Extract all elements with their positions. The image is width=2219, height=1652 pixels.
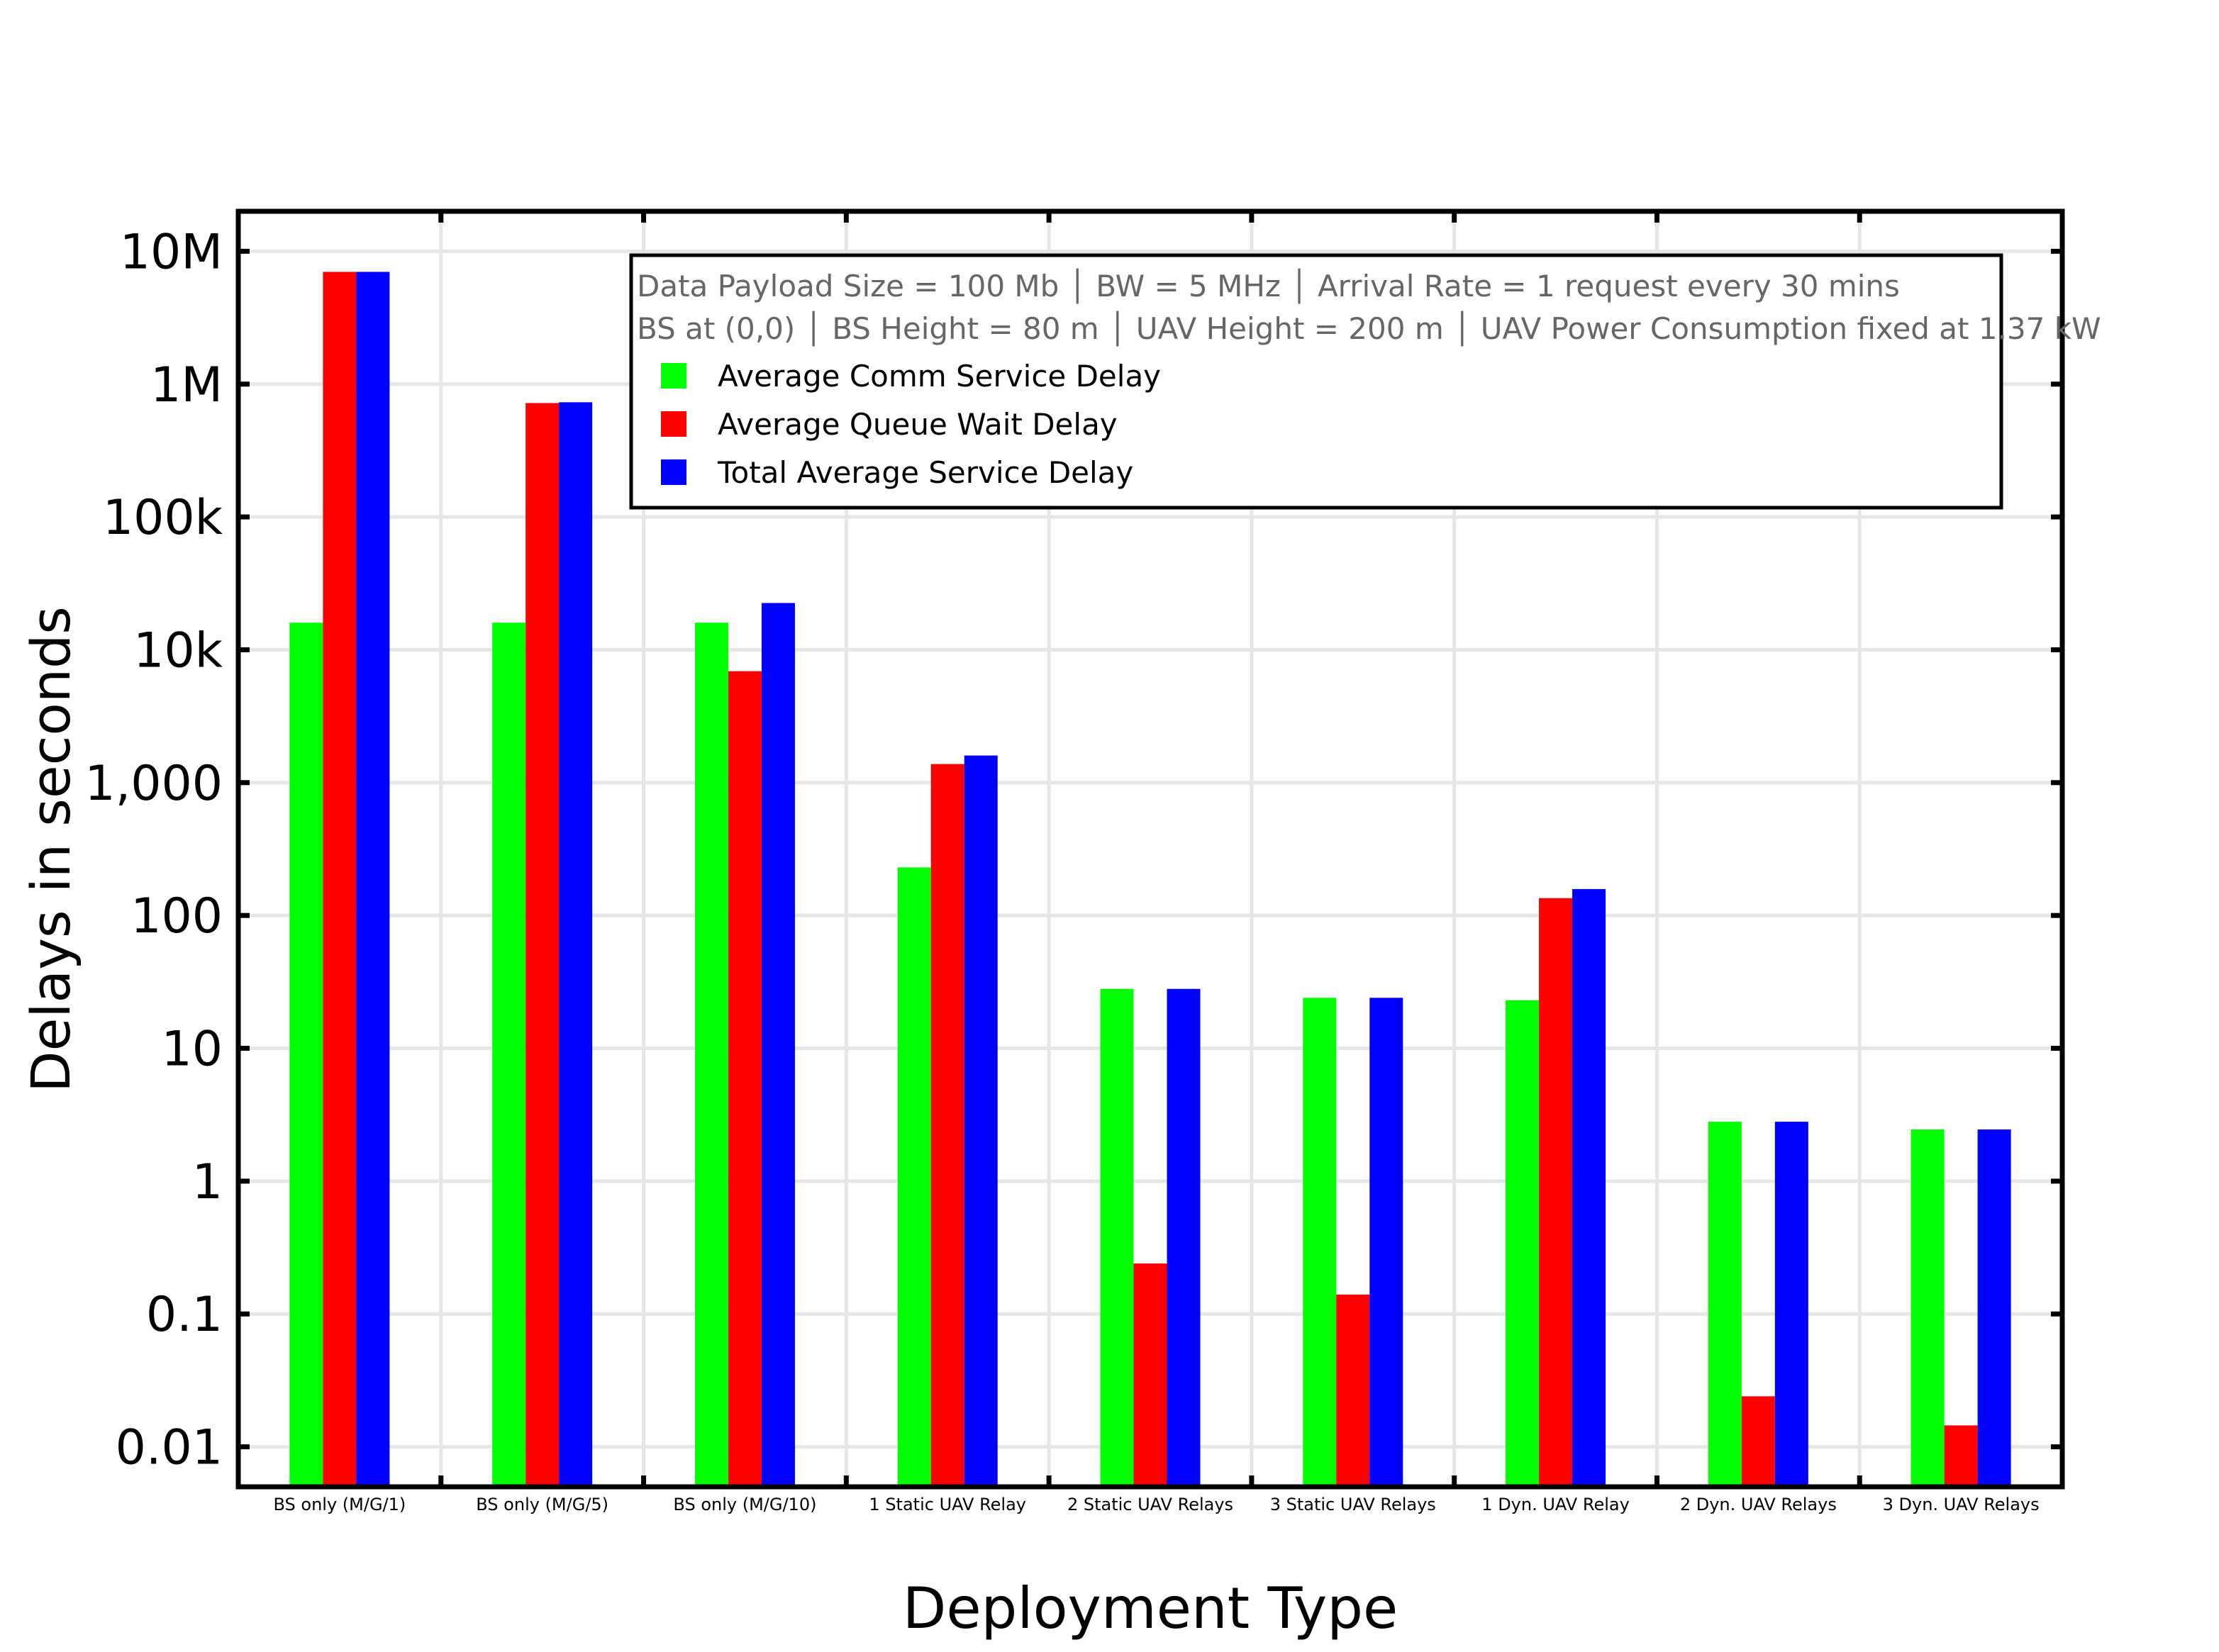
plot-frame <box>235 208 2065 1490</box>
bar-2-5 <box>1133 1263 1167 1487</box>
legend-label: Average Queue Wait Delay <box>718 407 1118 442</box>
bar-1-6 <box>1303 998 1337 1487</box>
y-tick-label: 10M <box>120 224 223 280</box>
bar-2-9 <box>1944 1425 1978 1487</box>
y-tick-label: 10 <box>161 1022 223 1078</box>
y-tick-label: 1,000 <box>84 756 223 812</box>
bar-2-1 <box>323 272 357 1488</box>
legend-swatch <box>661 459 686 485</box>
axis-ticks <box>238 211 2062 1487</box>
bar-2-7 <box>1539 898 1573 1487</box>
bar-2-2 <box>525 403 560 1487</box>
bar-3-2 <box>559 402 593 1487</box>
bar-3-5 <box>1167 988 1201 1487</box>
y-tick-label: 100 <box>130 888 223 944</box>
y-axis-label: Delays in seconds <box>19 606 82 1093</box>
annotation-line-1: Data Payload Size = 100 Mb │ BW = 5 MHz … <box>637 268 1900 304</box>
legend-swatch <box>661 363 686 389</box>
bar-2-8 <box>1741 1396 1775 1487</box>
x-tick-label: 2 Static UAV Relays <box>1067 1495 1233 1514</box>
bar-2-4 <box>930 764 964 1487</box>
legend-swatch <box>661 411 686 437</box>
x-axis-label: Deployment Type <box>903 1575 1398 1641</box>
x-tick-label: 2 Dyn. UAV Relays <box>1680 1495 1837 1514</box>
bar-3-1 <box>356 272 390 1488</box>
bar-3-6 <box>1369 998 1403 1487</box>
x-tick-labels: BS only (M/G/1) BS only (M/G/5) BS only (M… <box>273 1495 2039 1514</box>
legend-label: Average Comm Service Delay <box>718 359 1161 394</box>
bar-2-6 <box>1336 1294 1370 1487</box>
bar-3-9 <box>1977 1129 2011 1487</box>
bar-1-7 <box>1506 1000 1540 1487</box>
bar-3-8 <box>1774 1122 1808 1487</box>
y-tick-label: 10k <box>133 623 223 679</box>
x-tick-label: 1 Dyn. UAV Relay <box>1481 1495 1630 1514</box>
bar-3-7 <box>1572 888 1606 1487</box>
legend: Data Payload Size = 100 Mb │ BW = 5 MHz … <box>629 253 2101 510</box>
y-tick-label: 1M <box>150 357 223 413</box>
bar-1-9 <box>1911 1129 1945 1487</box>
y-tick-label: 100k <box>103 490 223 546</box>
bar-1-1 <box>289 623 323 1487</box>
y-tick-labels: 10M 1M 100k 10k 1,000 100 10 1 0.1 0.01 <box>84 224 223 1475</box>
bars <box>289 272 2011 1488</box>
bar-1-3 <box>694 623 728 1487</box>
x-tick-label: 1 Static UAV Relay <box>869 1495 1026 1514</box>
bar-3-3 <box>761 603 795 1487</box>
y-tick-label: 0.1 <box>146 1287 223 1343</box>
x-tick-label: 3 Static UAV Relays <box>1270 1495 1436 1514</box>
legend-label: Total Average Service Delay <box>717 455 1133 490</box>
x-tick-label: BS only (M/G/5) <box>476 1495 608 1514</box>
y-tick-label: 1 <box>192 1154 223 1210</box>
bar-1-4 <box>897 867 931 1487</box>
legend-box <box>629 253 2003 510</box>
y-tick-label: 0.01 <box>116 1420 223 1476</box>
bar-3-4 <box>964 755 998 1487</box>
bar-1-2 <box>492 623 526 1487</box>
x-tick-label: BS only (M/G/1) <box>273 1495 406 1514</box>
x-tick-label: 3 Dyn. UAV Relays <box>1883 1495 2040 1514</box>
bar-1-5 <box>1100 988 1134 1487</box>
annotation-line-2: BS at (0,0) │ BS Height = 80 m │ UAV Hei… <box>637 311 2101 347</box>
bar-1-8 <box>1708 1122 1742 1487</box>
x-tick-label: BS only (M/G/10) <box>673 1495 816 1514</box>
legend-entries: Average Comm Service Delay Average Queue … <box>661 359 1161 490</box>
bar-2-3 <box>728 671 762 1487</box>
